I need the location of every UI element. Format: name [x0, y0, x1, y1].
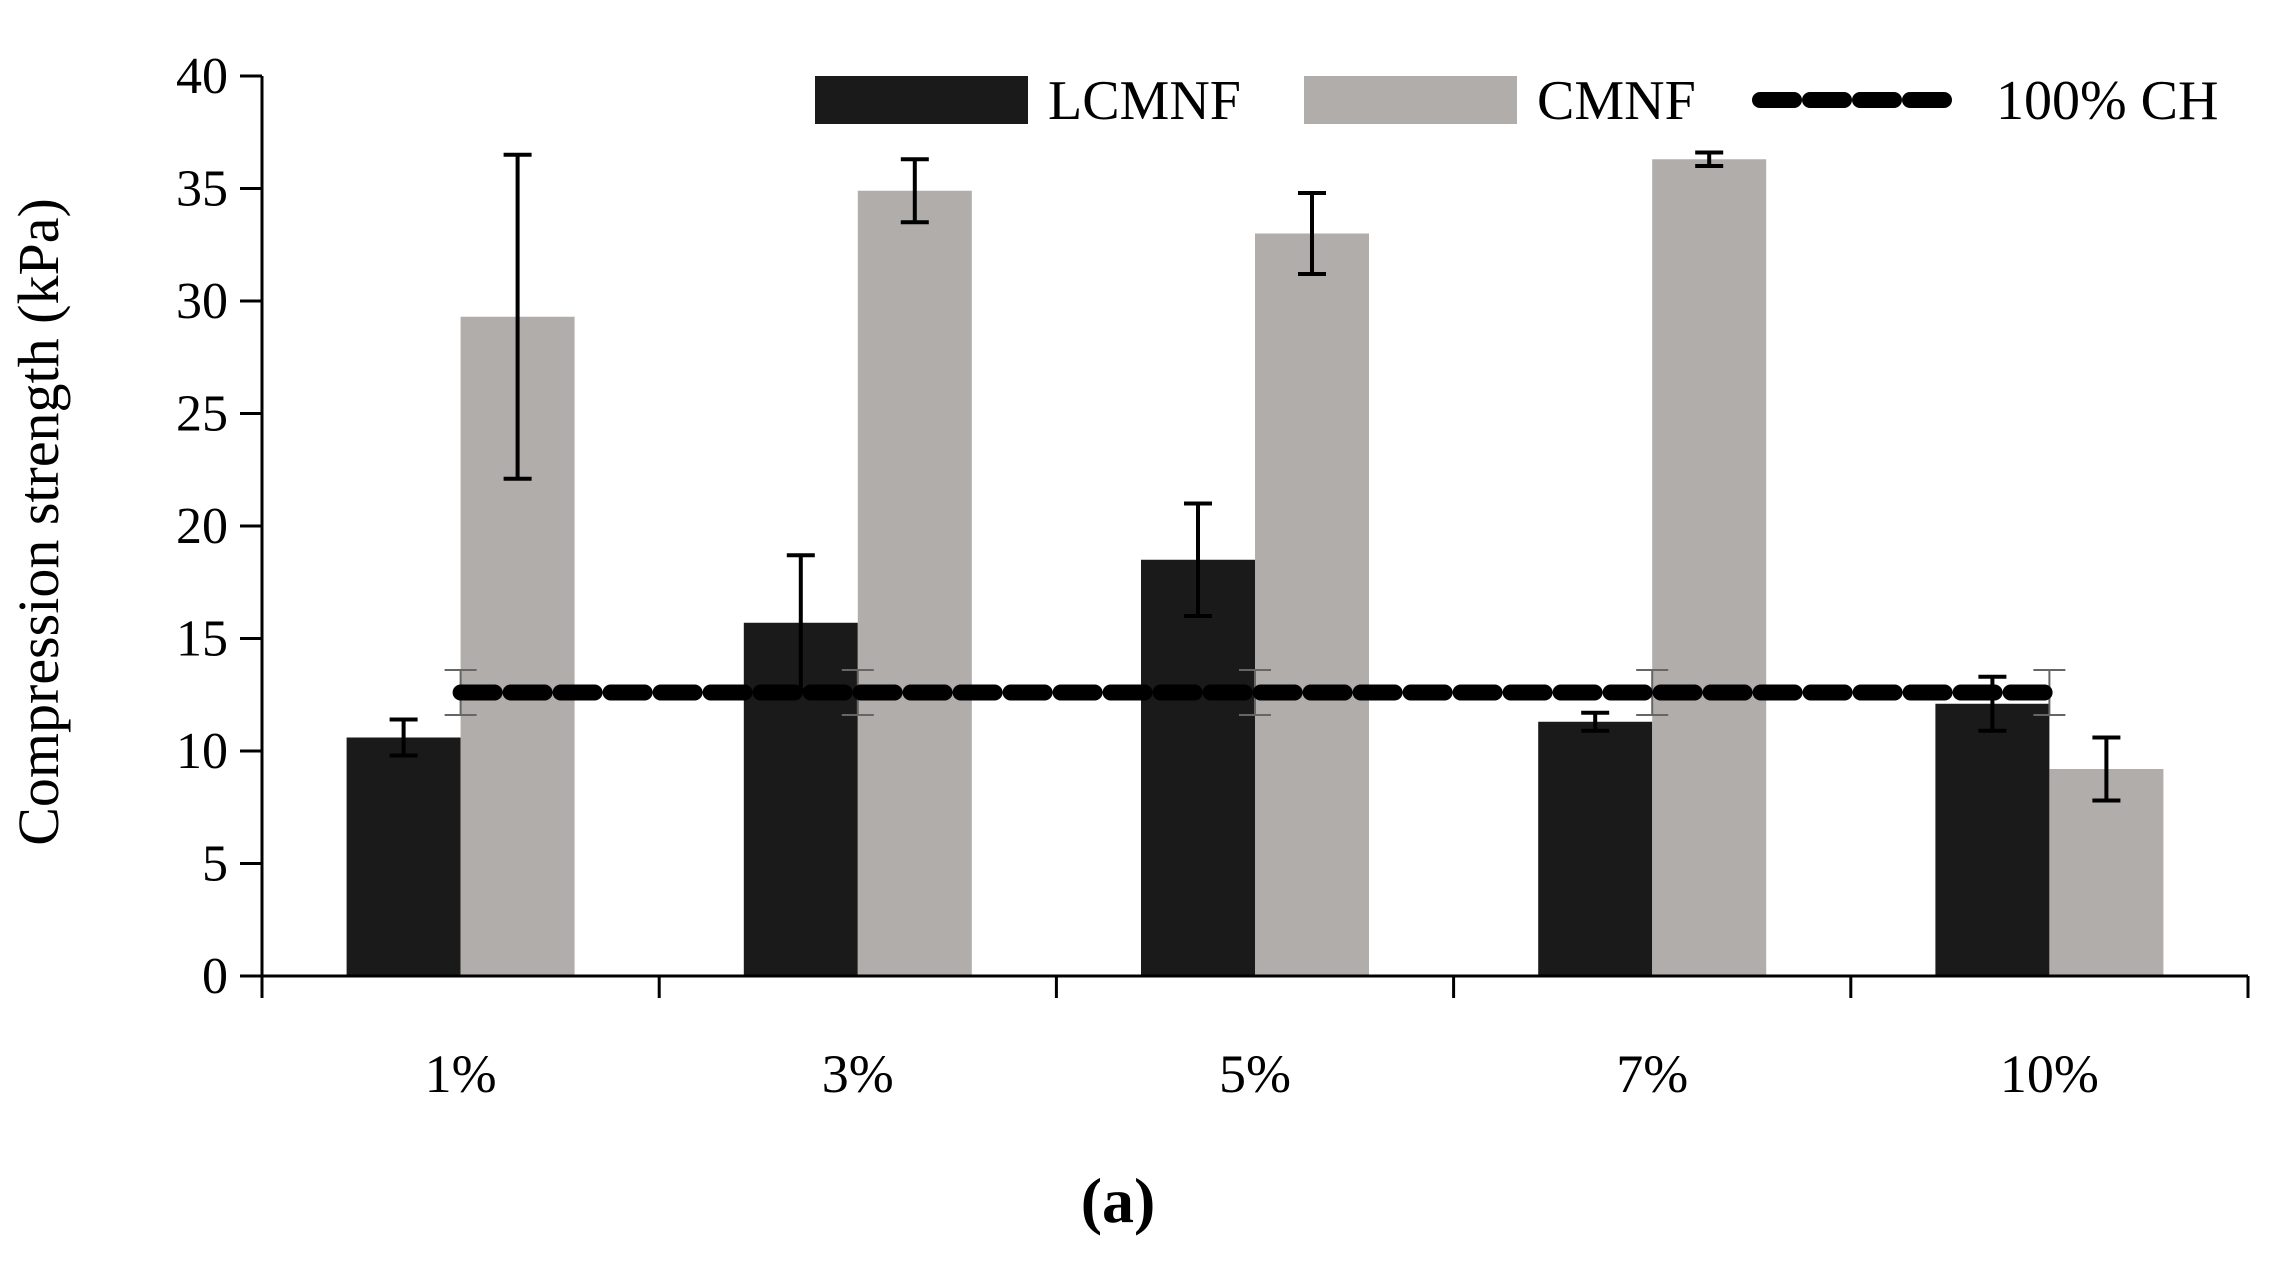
bar-lcmnf-4 — [1538, 721, 1653, 976]
error-bar-cmnf-2 — [900, 157, 929, 225]
x-tick-label: 10% — [2000, 1044, 2099, 1104]
legend: LCMNF CMNF 100% CH — [815, 70, 2218, 132]
error-bars-layer — [389, 150, 2121, 803]
y-tick-label: 35 — [176, 161, 228, 218]
bar-lcmnf-5 — [1935, 703, 2050, 976]
bar-lcmnf-1 — [346, 737, 461, 976]
legend-swatch-cmnf — [1304, 76, 1517, 124]
bar-cmnf-4 — [1652, 159, 1767, 976]
x-tick-label: 1% — [425, 1044, 497, 1104]
axes-layer: 0 5 10 15 20 25 30 35 40 1% 3% 5% 7% 10% — [176, 48, 2250, 1104]
y-tick-label: 5 — [202, 836, 228, 893]
y-tick-label: 30 — [176, 273, 228, 330]
y-tick-label: 0 — [202, 948, 228, 1005]
x-tick-label: 7% — [1616, 1044, 1688, 1104]
error-bar-cmnf-1 — [503, 152, 532, 481]
x-tick-label: 3% — [822, 1044, 894, 1104]
y-axis-title: Compression strength (kPa) — [6, 198, 71, 846]
legend-swatch-lcmnf — [815, 76, 1028, 124]
legend-label-100-ch: 100% CH — [1996, 70, 2218, 132]
figure-caption: (a) — [1081, 1165, 1156, 1236]
error-bar-cmnf-4 — [1695, 150, 1724, 168]
y-tick-label: 25 — [176, 386, 228, 443]
legend-label-lcmnf: LCMNF — [1048, 70, 1241, 132]
y-tick-label: 10 — [176, 723, 228, 780]
bar-lcmnf-3 — [1141, 559, 1255, 976]
bar-cmnf-3 — [1255, 233, 1369, 976]
error-bar-lcmnf-1 — [389, 717, 418, 758]
error-bar-lcmnf-4 — [1581, 710, 1610, 733]
y-tick-label: 40 — [176, 48, 228, 105]
x-tick-label: 5% — [1219, 1044, 1291, 1104]
error-bar-cmnf-3 — [1298, 191, 1326, 276]
reference-line-layer — [444, 669, 2066, 716]
bars-layer — [346, 159, 2164, 976]
bar-cmnf-2 — [857, 190, 972, 976]
y-tick-label: 20 — [176, 498, 228, 555]
legend-label-cmnf: CMNF — [1537, 70, 1696, 132]
y-tick-label: 15 — [176, 611, 228, 668]
bar-cmnf-5 — [2049, 769, 2164, 976]
error-bar-lcmnf-3 — [1184, 501, 1212, 618]
error-bar-cmnf-5 — [2092, 735, 2121, 803]
